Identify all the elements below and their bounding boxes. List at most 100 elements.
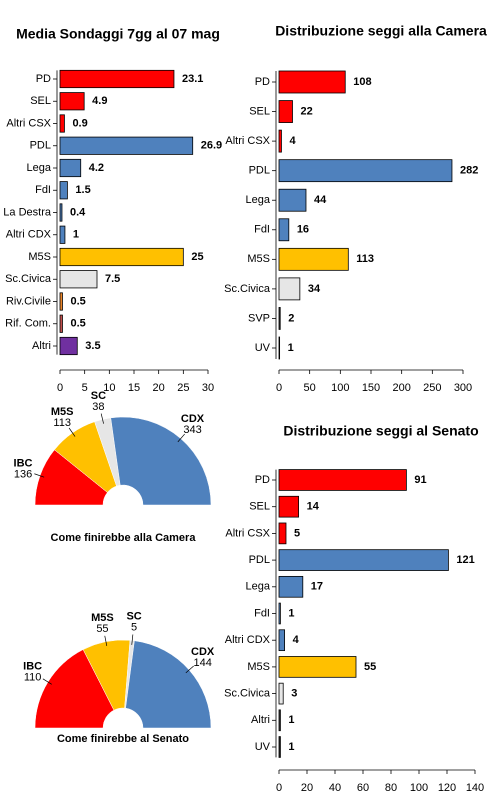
value-label: 282 (460, 165, 478, 177)
bar (59, 136, 194, 155)
bar (59, 336, 78, 356)
value-label: 3.5 (85, 340, 100, 352)
value-label: 4.2 (89, 162, 104, 174)
bar (278, 70, 346, 94)
label-leader (177, 433, 185, 443)
bar (59, 92, 85, 111)
value-label: 4.9 (92, 95, 107, 107)
value-label: 5 (294, 527, 300, 539)
category-label: M5S (247, 253, 270, 265)
value-label: 0.4 (70, 206, 86, 218)
x-tick-label: 150 (362, 382, 380, 394)
x-tick-label: 30 (202, 382, 214, 394)
value-label: 4 (293, 634, 300, 646)
category-label: Sc.Civica (224, 688, 271, 700)
slice-name: CDX (181, 413, 205, 425)
x-tick-label: 140 (466, 782, 484, 794)
value-label: 26.9 (201, 140, 222, 152)
value-label: 44 (314, 194, 327, 206)
category-label: Rif. Com. (5, 318, 51, 330)
x-tick-label: 50 (304, 382, 316, 394)
x-tick-label: 250 (423, 382, 441, 394)
bar (59, 247, 184, 267)
slice-value: 55 (96, 623, 108, 635)
chart-title: Come finirebbe alla Camera (51, 532, 197, 544)
slice-value: 110 (24, 671, 42, 683)
category-label: Lega (246, 194, 271, 206)
bar (278, 522, 287, 545)
bar (59, 69, 175, 89)
bar (278, 629, 285, 652)
category-label: Altri (251, 714, 270, 726)
category-label: PDL (249, 165, 270, 177)
x-tick-label: 300 (454, 382, 472, 394)
pie-slice (34, 649, 115, 729)
x-tick-label: 0 (57, 382, 63, 394)
label-leader (131, 634, 134, 645)
value-label: 121 (456, 554, 474, 566)
category-label: Altri CSX (225, 527, 270, 539)
bar (278, 575, 304, 598)
chart-title: Distribuzione seggi alla Camera (275, 23, 487, 39)
value-label: 0.9 (72, 117, 87, 129)
bar (278, 495, 300, 518)
x-tick-label: 200 (392, 382, 410, 394)
value-label: 22 (300, 105, 312, 117)
category-label: SEL (30, 95, 51, 107)
value-label: 1 (288, 607, 294, 619)
category-label: Lega (27, 162, 52, 174)
value-label: 14 (307, 501, 320, 513)
bar (59, 158, 82, 178)
bar (278, 469, 407, 491)
category-label: PD (255, 76, 270, 88)
category-label: UV (255, 741, 271, 753)
category-label: FdI (254, 607, 270, 619)
bar (278, 682, 284, 705)
bar (278, 129, 282, 153)
pie-slice (110, 416, 212, 506)
x-tick-label: 25 (177, 382, 189, 394)
slice-name: SC (126, 610, 141, 622)
category-label: PD (255, 474, 270, 486)
pie-slice (125, 640, 212, 729)
bar (278, 218, 290, 242)
value-label: 1 (288, 342, 294, 354)
category-label: PD (36, 73, 51, 85)
value-label: 0.5 (70, 295, 85, 307)
bar (278, 159, 453, 183)
chart-title: Media Sondaggi 7gg al 07 mag (16, 26, 220, 42)
category-label: Altri CSX (6, 117, 51, 129)
value-label: 34 (308, 283, 321, 295)
slice-name: CDX (191, 646, 215, 658)
bar (278, 100, 293, 123)
x-tick-label: 20 (153, 382, 165, 394)
category-label: UV (255, 342, 271, 354)
x-tick-label: 80 (385, 782, 397, 794)
slice-name: M5S (51, 406, 74, 418)
value-label: 1 (288, 714, 294, 726)
value-label: 17 (311, 581, 323, 593)
x-tick-label: 40 (329, 782, 341, 794)
value-label: 16 (297, 224, 309, 236)
bar (59, 292, 63, 311)
bar (59, 314, 63, 333)
value-label: 55 (364, 661, 376, 673)
category-label: M5S (28, 251, 51, 263)
value-label: 113 (356, 253, 374, 265)
category-label: Sc.Civica (224, 283, 271, 295)
label-leader (68, 427, 76, 437)
category-label: SVP (248, 312, 270, 324)
slice-value: 343 (183, 424, 201, 436)
bar (278, 277, 301, 301)
x-tick-label: 60 (357, 782, 369, 794)
slice-value: 136 (14, 469, 32, 481)
value-label: 25 (191, 251, 203, 263)
label-leader (104, 635, 108, 647)
slice-value: 38 (92, 401, 104, 413)
bar (59, 114, 65, 133)
label-leader (185, 665, 194, 674)
value-label: 0.5 (70, 318, 85, 330)
category-label: PDL (30, 140, 51, 152)
category-label: FdI (254, 224, 270, 236)
